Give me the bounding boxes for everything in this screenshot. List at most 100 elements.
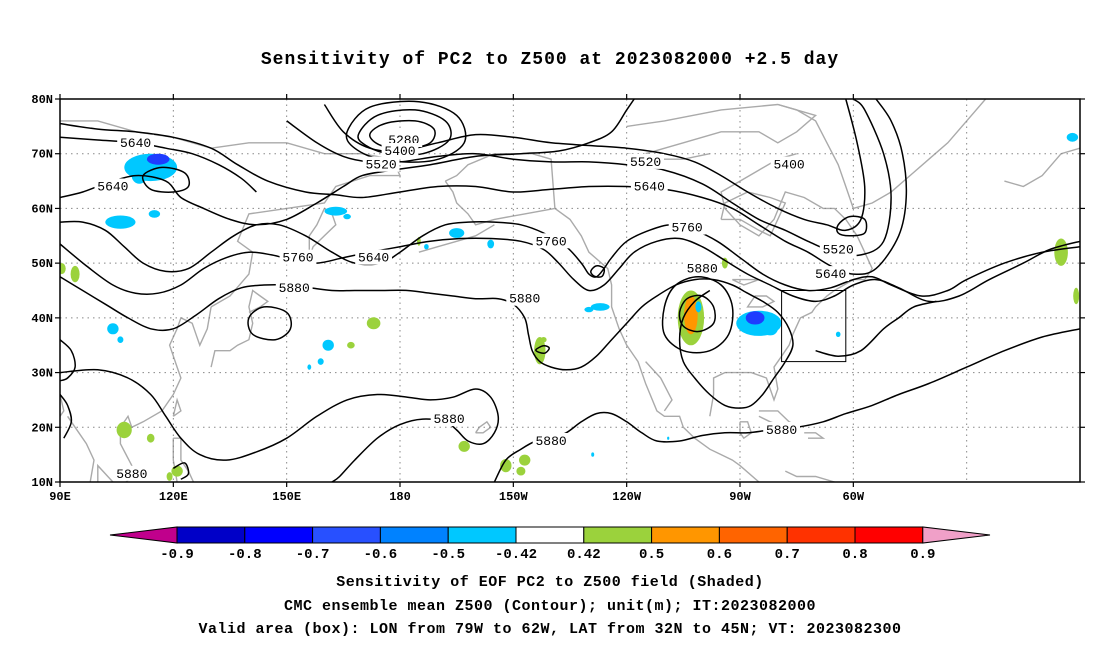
sensitivity-patch bbox=[519, 454, 531, 466]
coastline-segment bbox=[67, 415, 95, 482]
coastline-segment bbox=[97, 306, 212, 482]
contour-label: 5640 bbox=[120, 136, 151, 151]
contour-label-bg bbox=[819, 241, 857, 257]
z500-contour-line bbox=[60, 276, 794, 409]
sensitivity-patch bbox=[1073, 287, 1080, 305]
z500-contour-line bbox=[535, 345, 550, 354]
coastline-segment bbox=[1004, 147, 1080, 188]
colorbar-label: -0.9 bbox=[160, 547, 194, 563]
z500-contour-line bbox=[345, 100, 467, 163]
z500-contour-line bbox=[247, 305, 292, 341]
lon-tick-label: 90E bbox=[49, 490, 71, 504]
contour-label: 5520 bbox=[823, 243, 854, 258]
coastline-segment bbox=[60, 120, 402, 308]
contour-label: 5640 bbox=[634, 180, 665, 195]
z500-contour-line bbox=[815, 300, 937, 357]
colorbar-label: -0.8 bbox=[228, 547, 262, 563]
sensitivity-patch bbox=[107, 323, 119, 335]
lat-tick-label: 30N bbox=[31, 367, 53, 381]
contour-label-bg bbox=[355, 249, 392, 265]
z500-contour-line bbox=[60, 237, 1080, 303]
lat-tick-label: 80N bbox=[31, 93, 53, 107]
sensitivity-patch bbox=[366, 317, 381, 330]
map-frame bbox=[59, 98, 1081, 483]
sensitivity-patch bbox=[584, 306, 594, 313]
sensitivity-patch bbox=[667, 436, 670, 440]
lake-outline bbox=[732, 278, 760, 286]
coastline-segment bbox=[720, 191, 787, 237]
lat-tick-label: 60N bbox=[31, 202, 53, 216]
sensitivity-patch bbox=[487, 239, 495, 249]
z500-contour-line bbox=[836, 215, 868, 237]
coastline-segment bbox=[444, 153, 556, 226]
graticule bbox=[60, 99, 1081, 482]
colorbar-label: 0.5 bbox=[639, 547, 664, 563]
contour-label-bg bbox=[532, 233, 570, 249]
lon-tick-label: 120W bbox=[612, 490, 642, 504]
contour-label-bg bbox=[94, 178, 132, 194]
z500-contours bbox=[60, 99, 1080, 482]
sensitivity-patch bbox=[424, 244, 429, 250]
contour-label: 5880 bbox=[116, 467, 147, 482]
chart-title: Sensitivity of PC2 to Z500 at 2023082000… bbox=[260, 50, 840, 70]
sensitivity-patch bbox=[166, 472, 173, 481]
sensitivity-patch bbox=[347, 341, 355, 349]
colorbar: -0.9 -0.8 -0.7 -0.6 -0.5 -0.42 0.42 0.5 0.6 0.7 0.… bbox=[109, 526, 991, 563]
colorbar-segment bbox=[176, 526, 246, 544]
sensitivity-patch bbox=[449, 228, 465, 238]
valid-area-box bbox=[781, 290, 847, 363]
z500-contour-line bbox=[286, 99, 892, 257]
sensitivity-patch bbox=[307, 364, 312, 370]
caption-valid-area: Valid area (box): LON from 79W to 62W, L… bbox=[198, 621, 902, 638]
sensitivity-patch bbox=[591, 452, 595, 457]
sensitivity-patch bbox=[695, 301, 702, 313]
sensitivity-patch bbox=[117, 336, 124, 344]
colorbar-label: 0.6 bbox=[707, 547, 732, 563]
colorbar-label: -0.7 bbox=[296, 547, 330, 563]
contour-label: 5760 bbox=[282, 251, 313, 266]
sensitivity-patch bbox=[762, 322, 778, 336]
contour-label: 5880 bbox=[279, 281, 310, 296]
coastline-segment bbox=[475, 420, 492, 434]
contour-label-bg bbox=[627, 153, 664, 169]
contour-label-bg bbox=[275, 279, 313, 295]
contour-label: 5640 bbox=[358, 251, 389, 266]
z500-contour-line bbox=[141, 166, 190, 193]
sensitivity-patch bbox=[458, 440, 470, 452]
colorbar-segment bbox=[312, 526, 381, 544]
colorbar-label: 0.8 bbox=[842, 547, 867, 563]
lon-tick-label: 120E bbox=[159, 490, 188, 504]
lat-tick-label: 20N bbox=[31, 421, 53, 435]
sensitivity-patch bbox=[146, 433, 155, 443]
z500-contour-line bbox=[60, 220, 1080, 297]
lon-tick-label: 150E bbox=[272, 490, 301, 504]
sensitivity-patch bbox=[146, 153, 170, 165]
caption-shading: Sensitivity of EOF PC2 to Z500 field (Sh… bbox=[336, 574, 764, 591]
contour-label-bg bbox=[770, 156, 808, 172]
longitude-ticks: 90E 120E 150E 180 150W 120W 90W 60W bbox=[49, 94, 865, 504]
lon-tick-label: 180 bbox=[389, 490, 411, 504]
z500-contour-line bbox=[357, 108, 452, 156]
z500-contour-line bbox=[60, 99, 908, 276]
contour-label: 5880 bbox=[433, 412, 464, 427]
z500-contour-line bbox=[661, 276, 734, 354]
contour-label: 5640 bbox=[815, 267, 846, 282]
lat-tick-label: 40N bbox=[31, 312, 53, 326]
sensitivity-patch bbox=[70, 265, 80, 283]
z500-contour-line bbox=[678, 294, 716, 333]
coastline-segment bbox=[804, 432, 826, 439]
sensitivity-patch bbox=[148, 210, 161, 218]
contour-label: 5760 bbox=[671, 221, 702, 236]
colorbar-segment bbox=[447, 526, 517, 544]
contour-label-bg bbox=[668, 219, 706, 235]
z500-contour-line bbox=[60, 99, 635, 226]
sensitivity-patch bbox=[1054, 238, 1068, 266]
contour-label-bg bbox=[279, 249, 317, 265]
lat-tick-label: 70N bbox=[31, 148, 53, 162]
sensitivity-patch bbox=[684, 295, 698, 335]
contour-label: 5400 bbox=[773, 158, 804, 173]
lat-tick-label: 50N bbox=[31, 257, 53, 271]
z500-contour-line bbox=[60, 394, 73, 439]
contour-label: 5760 bbox=[535, 234, 566, 249]
